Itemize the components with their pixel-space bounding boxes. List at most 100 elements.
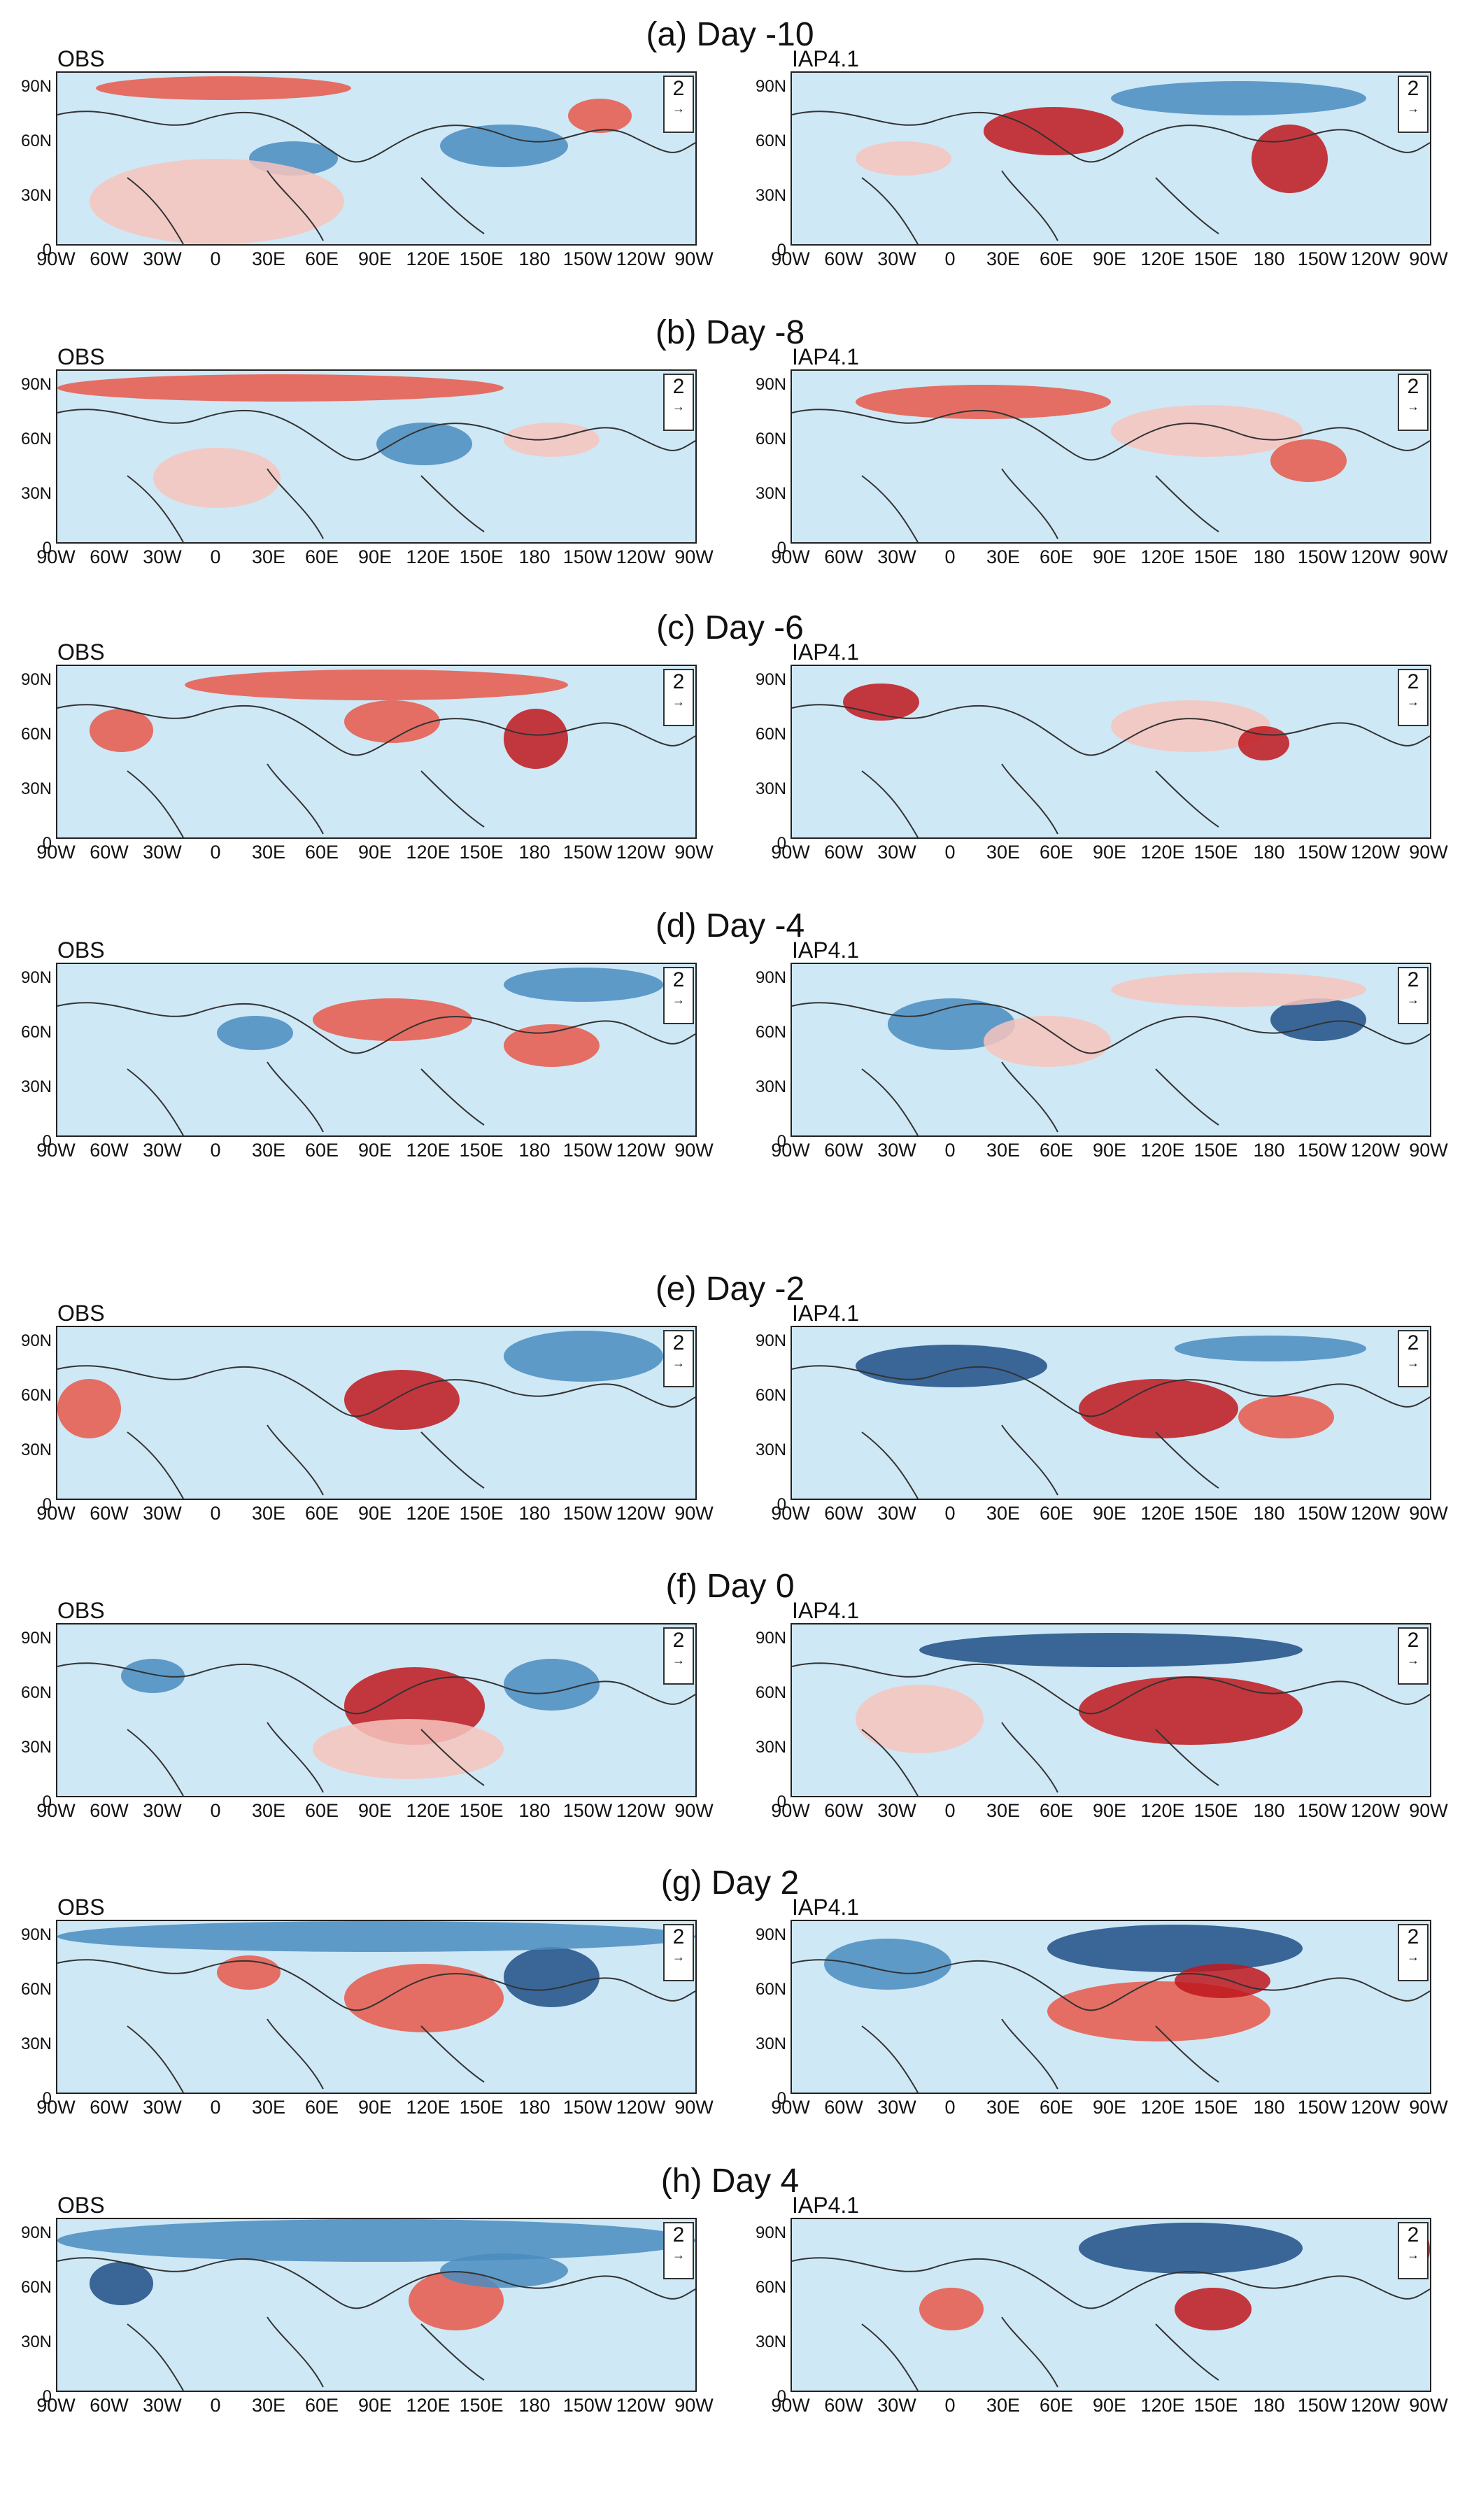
- vector-reference-legend: 2 →: [1398, 1627, 1429, 1685]
- lon-tick-label: 60W: [824, 2097, 863, 2118]
- lon-tick-label: 60E: [1039, 248, 1074, 269]
- arrow-right-icon: →: [1407, 993, 1419, 1007]
- arrow-right-icon: →: [1407, 1950, 1419, 1964]
- lon-tick-label: 30E: [986, 248, 1021, 269]
- lat-tick-label: 0: [777, 834, 786, 853]
- lon-tick-label: 90W: [1409, 2395, 1448, 2416]
- lon-tick-label: 120E: [406, 2097, 451, 2118]
- anomaly-region: [344, 1370, 460, 1430]
- lon-tick-label: 60E: [304, 842, 339, 863]
- lon-tick-label: 120W: [1350, 842, 1401, 863]
- lon-tick-label: 90W: [674, 1140, 714, 1161]
- lon-tick-label: 150W: [562, 842, 613, 863]
- lat-tick-label: 90N: [755, 1331, 786, 1350]
- anomaly-region: [1047, 1924, 1303, 1973]
- lon-tick-label: 90W: [36, 2395, 76, 2416]
- lon-tick-label: 0: [944, 842, 956, 863]
- lat-tick-label: 90N: [755, 375, 786, 394]
- vector-reference-value: 2: [672, 77, 685, 100]
- lon-tick-label: 90W: [1409, 1800, 1448, 1821]
- lon-tick-label: 0: [944, 248, 956, 269]
- lon-tick-label: 30W: [143, 2097, 182, 2118]
- obs-anomaly-map: [56, 1920, 697, 2094]
- lon-tick-label: 60W: [90, 2097, 129, 2118]
- lon-tick-label: 120E: [1140, 248, 1185, 269]
- lon-tick-label: 150W: [1297, 248, 1347, 269]
- lat-tick-label: 0: [42, 2089, 52, 2108]
- coastline: [57, 1365, 695, 1499]
- anomaly-region: [1251, 124, 1328, 193]
- coastline: [57, 111, 695, 244]
- anomaly-region: [983, 107, 1124, 155]
- lon-tick-label: 120E: [406, 842, 451, 863]
- lat-tick-label: 30N: [20, 484, 52, 503]
- iap41-anomaly-map: [791, 369, 1431, 544]
- lon-tick-label: 150E: [459, 248, 504, 269]
- lon-tick-label: 30E: [251, 546, 286, 567]
- lat-tick-label: 0: [777, 1792, 786, 1811]
- lon-tick-label: 90W: [1409, 1503, 1448, 1524]
- lon-tick-label: 90W: [771, 1503, 810, 1524]
- anomaly-region: [504, 709, 568, 769]
- coastline: [57, 1002, 695, 1135]
- lat-tick-label: 60N: [20, 430, 52, 448]
- lat-tick-label: 60N: [20, 1980, 52, 1999]
- vector-reference-legend: 2 →: [663, 1330, 694, 1387]
- lon-tick-label: 30E: [986, 842, 1021, 863]
- lon-tick-label: 60W: [90, 2395, 129, 2416]
- lon-tick-label: 180: [1253, 248, 1285, 269]
- iap41-anomaly-map: [791, 71, 1431, 246]
- arrow-right-icon: →: [1407, 1356, 1419, 1370]
- lon-tick-label: 120W: [1350, 1140, 1401, 1161]
- arrow-right-icon: →: [672, 101, 685, 115]
- panel-title: (a) Day -10: [646, 16, 814, 53]
- anomaly-region: [153, 448, 281, 508]
- lon-tick-label: 90E: [1092, 1140, 1127, 1161]
- lat-tick-label: 0: [42, 539, 52, 558]
- panel-title: (d) Day -4: [655, 907, 805, 944]
- vector-reference-value: 2: [1407, 375, 1419, 398]
- anomaly-region: [1079, 1676, 1303, 1745]
- anomaly-region: [1175, 2288, 1252, 2331]
- lon-tick-label: 30E: [251, 842, 286, 863]
- lat-tick-label: 60N: [755, 1023, 786, 1042]
- vector-reference-value: 2: [1407, 968, 1419, 991]
- lon-tick-label: 90E: [357, 2395, 392, 2416]
- vector-reference-legend: 2 →: [663, 1924, 694, 1981]
- obs-anomaly-map: [56, 963, 697, 1137]
- lon-tick-label: 150E: [1193, 546, 1238, 567]
- anomaly-region: [57, 2219, 695, 2263]
- lon-tick-label: 150E: [459, 842, 504, 863]
- lon-tick-label: 0: [210, 546, 221, 567]
- anomaly-region: [89, 2262, 153, 2305]
- lon-tick-label: 180: [1253, 1800, 1285, 1821]
- anomaly-region: [95, 76, 351, 101]
- iap41-label: IAP4.1: [792, 1895, 860, 1920]
- obs-anomaly-map: [56, 369, 697, 544]
- lon-tick-label: 150E: [1193, 2097, 1238, 2118]
- lat-tick-label: 90N: [755, 77, 786, 96]
- lon-tick-label: 30W: [877, 1140, 916, 1161]
- iap41-anomaly-map: [791, 1623, 1431, 1797]
- lon-tick-label: 90W: [36, 1140, 76, 1161]
- lon-tick-label: 90W: [771, 842, 810, 863]
- lon-tick-label: 60W: [90, 1503, 129, 1524]
- lon-tick-label: 120W: [616, 2097, 666, 2118]
- lon-tick-label: 60W: [824, 546, 863, 567]
- coastline: [57, 704, 695, 837]
- arrow-right-icon: →: [1407, 1653, 1419, 1667]
- lon-tick-label: 0: [944, 1800, 956, 1821]
- anomaly-region: [57, 1378, 122, 1439]
- lat-tick-label: 90N: [20, 1925, 52, 1944]
- lon-tick-label: 30E: [986, 1800, 1021, 1821]
- lon-tick-label: 90E: [1092, 842, 1127, 863]
- lon-tick-label: 90E: [1092, 2097, 1127, 2118]
- vector-reference-value: 2: [1407, 1629, 1419, 1652]
- lat-tick-label: 30N: [20, 779, 52, 798]
- anomaly-region: [57, 1921, 695, 1953]
- vector-reference-legend: 2 →: [1398, 374, 1429, 431]
- lon-tick-label: 60W: [824, 1140, 863, 1161]
- arrow-right-icon: →: [672, 1653, 685, 1667]
- coastline: [792, 1365, 1430, 1499]
- lat-tick-label: 90N: [20, 1331, 52, 1350]
